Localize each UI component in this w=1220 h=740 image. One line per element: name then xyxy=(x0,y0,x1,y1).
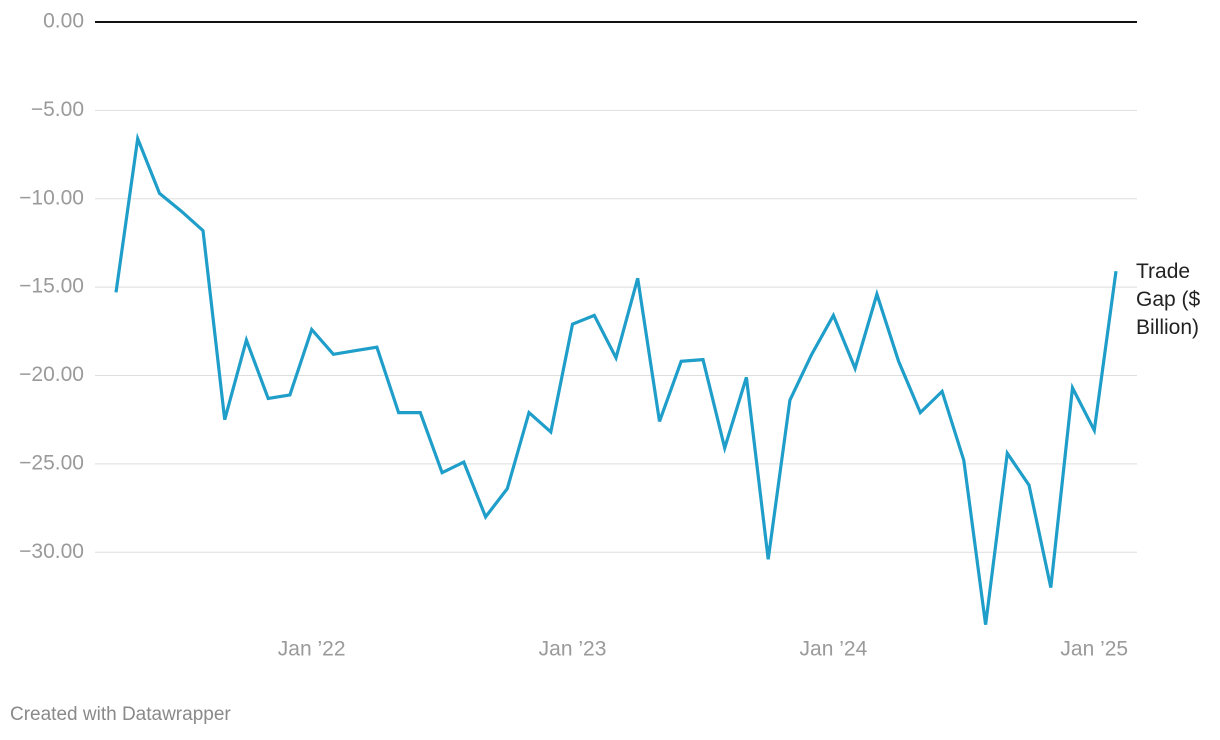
x-tick-label: Jan ’25 xyxy=(1060,638,1128,661)
x-tick-label: Jan ’24 xyxy=(800,638,868,661)
y-tick-label: −10.00 xyxy=(19,186,84,209)
series-label: Trade Gap ($ Billion) xyxy=(1136,260,1201,339)
credit: Created with Datawrapper xyxy=(10,704,231,725)
y-tick-label: −25.00 xyxy=(19,451,84,474)
series-line xyxy=(114,132,1118,625)
y-tick-label: −30.00 xyxy=(19,540,84,563)
x-tick-label: Jan ’23 xyxy=(539,638,607,661)
y-tick-label: −20.00 xyxy=(19,363,84,386)
y-tick-label: −5.00 xyxy=(31,98,84,121)
y-tick-label: −15.00 xyxy=(19,275,84,298)
x-tick-label: Jan ’22 xyxy=(278,638,346,661)
y-tick-label: 0.00 xyxy=(43,10,84,33)
